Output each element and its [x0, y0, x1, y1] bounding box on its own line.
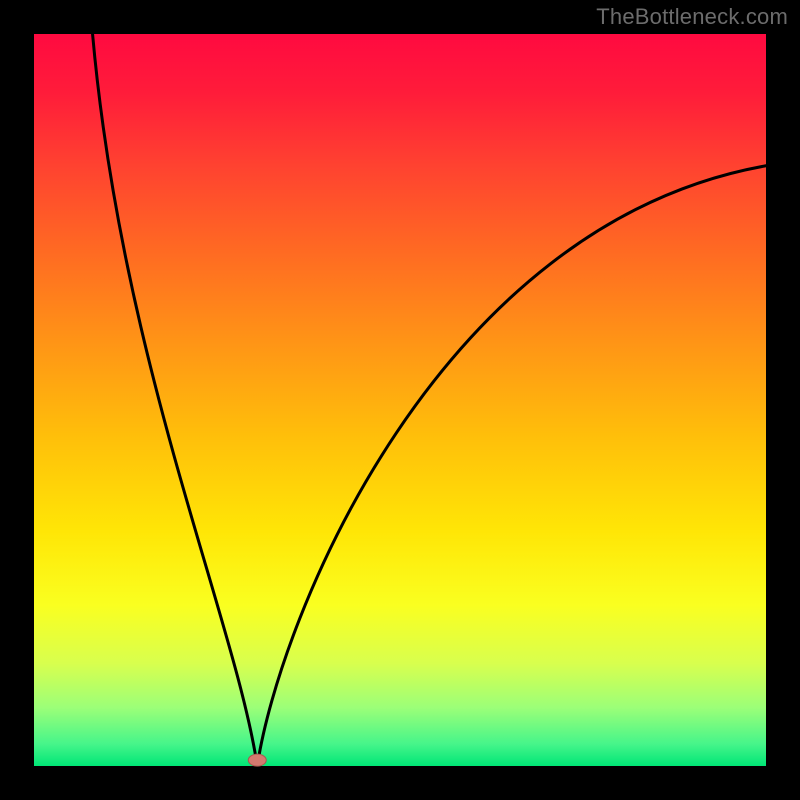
vertex-marker — [248, 754, 266, 766]
bottleneck-chart — [0, 0, 800, 800]
gradient-background — [34, 34, 766, 766]
watermark-text: TheBottleneck.com — [596, 4, 788, 30]
chart-canvas: TheBottleneck.com — [0, 0, 800, 800]
